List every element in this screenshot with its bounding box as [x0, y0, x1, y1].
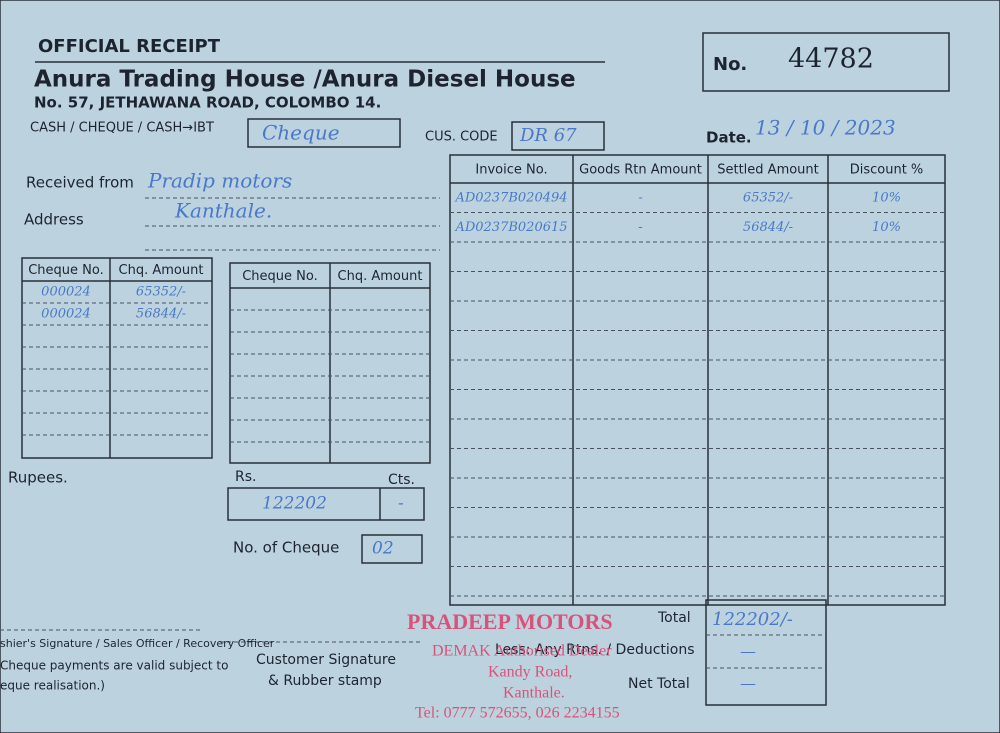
receipt-no: 44782 — [788, 44, 874, 75]
method-box — [247, 118, 401, 148]
totals-box — [705, 599, 827, 706]
deductions: — — [740, 642, 756, 661]
stamp-tel: Tel: 0777 572655, 026 2234155 — [415, 705, 620, 722]
table-cell: 10% — [872, 220, 901, 235]
cus-code-label: CUS. CODE — [425, 130, 498, 145]
note: eque realisation.) — [0, 679, 105, 693]
customer-address: Kanthale. — [174, 199, 272, 223]
received-from: Pradip motors — [147, 169, 292, 193]
signature-label: shier's Signature / Sales Officer / Reco… — [0, 637, 275, 650]
table-cell: 000024 — [41, 307, 91, 322]
cheque-count-label: No. of Cheque — [233, 539, 339, 557]
cts-value: - — [398, 494, 404, 514]
table-cell: - — [638, 220, 642, 235]
customer-signature: Customer Signature — [256, 652, 396, 668]
table-cell: AD0237B020494 — [454, 190, 567, 205]
cts-label: Cts. — [388, 472, 415, 488]
note: Cheque payments are valid subject to — [0, 659, 228, 673]
table-cell: 65352/- — [136, 285, 186, 300]
rubber-stamp: & Rubber stamp — [268, 673, 382, 689]
rs-label: Rs. — [235, 469, 256, 485]
stamp-dealer: DEMAK Authorised Dealer — [432, 643, 612, 660]
cus-code-box — [511, 121, 605, 151]
cheque-count-box — [361, 534, 423, 564]
cus-code: DR 67 — [519, 125, 577, 146]
rupees-label: Rupees. — [8, 469, 68, 487]
date: 13 / 10 / 2023 — [755, 116, 896, 140]
date-label: Date. — [706, 129, 752, 147]
table-header: Goods Rtn Amount — [579, 163, 702, 178]
receipt-no-box — [702, 32, 950, 92]
deductions-label: Less: Any Rtns. / Deductions — [495, 642, 695, 658]
table-header: Chq. Amount — [338, 269, 423, 284]
total-label: Total — [657, 610, 691, 626]
table-cell: 10% — [872, 190, 901, 205]
table-header: Invoice No. — [475, 163, 547, 178]
table-cell: 65352/- — [743, 190, 793, 205]
table-header: Discount % — [850, 163, 924, 178]
table-cell: 56844/- — [136, 307, 186, 322]
stamp-name: PRADEEP MOTORS — [407, 609, 613, 634]
rs-box — [227, 487, 425, 521]
address-label: Address — [24, 211, 84, 229]
method-label: CASH / CHEQUE / CASH→IBT — [30, 121, 214, 136]
received-from-label: Received from — [26, 174, 134, 192]
table-cell: - — [638, 190, 642, 205]
net-total-label: Net Total — [628, 676, 690, 692]
company: Anura Trading House /Anura Diesel House — [34, 67, 576, 93]
net-total: — — [740, 674, 756, 693]
table-header: Chq. Amount — [119, 263, 204, 278]
title: OFFICIAL RECEIPT — [38, 36, 221, 57]
rs-value: 122202 — [262, 494, 327, 514]
table-frame — [449, 154, 946, 606]
table-header: Cheque No. — [28, 263, 104, 278]
table-cell: 56844/- — [743, 220, 793, 235]
cheque-count: 02 — [372, 539, 394, 559]
method-value: Cheque — [262, 121, 340, 145]
receipt-no-label: No. — [713, 54, 747, 75]
stamp-road: Kandy Road, — [488, 664, 572, 681]
table-frame — [21, 257, 213, 459]
table-header: Settled Amount — [717, 163, 819, 178]
total: 122202/- — [712, 609, 793, 630]
address: No. 57, JETHAWANA ROAD, COLOMBO 14. — [34, 94, 381, 112]
table-header: Cheque No. — [242, 269, 318, 284]
table-cell: 000024 — [41, 285, 91, 300]
table-cell: AD0237B020615 — [454, 220, 567, 235]
stamp-town: Kanthale. — [503, 685, 565, 702]
